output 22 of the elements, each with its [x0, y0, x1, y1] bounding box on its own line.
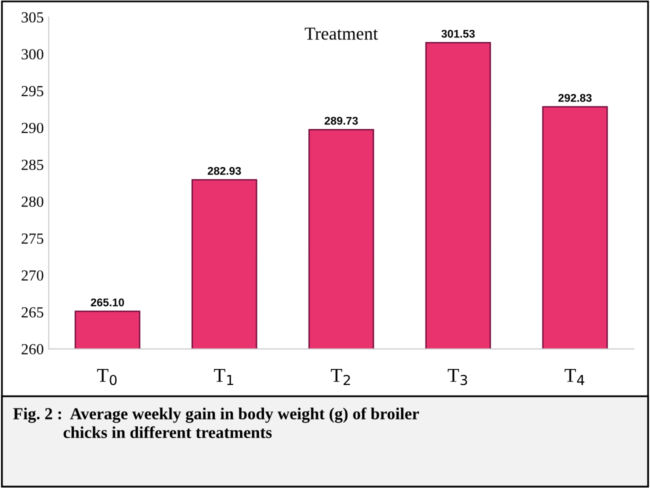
y-tick-label: 260 [22, 344, 44, 354]
data-label: 265.10 [90, 298, 124, 306]
caption: Fig. 2 : Average weekly gain in body weight (g) of broiler chicks in different treatments [13, 407, 419, 438]
x-tick-label: T$_{0}$ [97, 369, 117, 386]
data-label: 282.93 [208, 166, 241, 175]
y-tick-label: 265 [22, 307, 44, 318]
x-tick-label: T$_{2}$ [330, 369, 350, 385]
y-tick-label: 300 [22, 49, 44, 60]
y-tick-label: 275 [22, 233, 44, 244]
y-tick-label: 285 [22, 160, 44, 170]
y-tick-label: 290 [22, 122, 44, 134]
data-label: 301.53 [441, 30, 475, 38]
chart-title: Treatment [304, 28, 378, 40]
y-tick-label: 270 [22, 270, 44, 281]
x-tick-label: T$_{3}$ [448, 369, 468, 386]
data-label: 289.73 [324, 116, 358, 125]
y-tick-label: 280 [22, 196, 44, 207]
data-label: 292.83 [558, 94, 592, 102]
x-tick-label: T$_{4}$ [564, 369, 584, 385]
y-tick-label: 305 [22, 12, 44, 23]
y-tick-label: 295 [22, 86, 44, 96]
x-tick-label: T$_{1}$ [214, 369, 234, 385]
